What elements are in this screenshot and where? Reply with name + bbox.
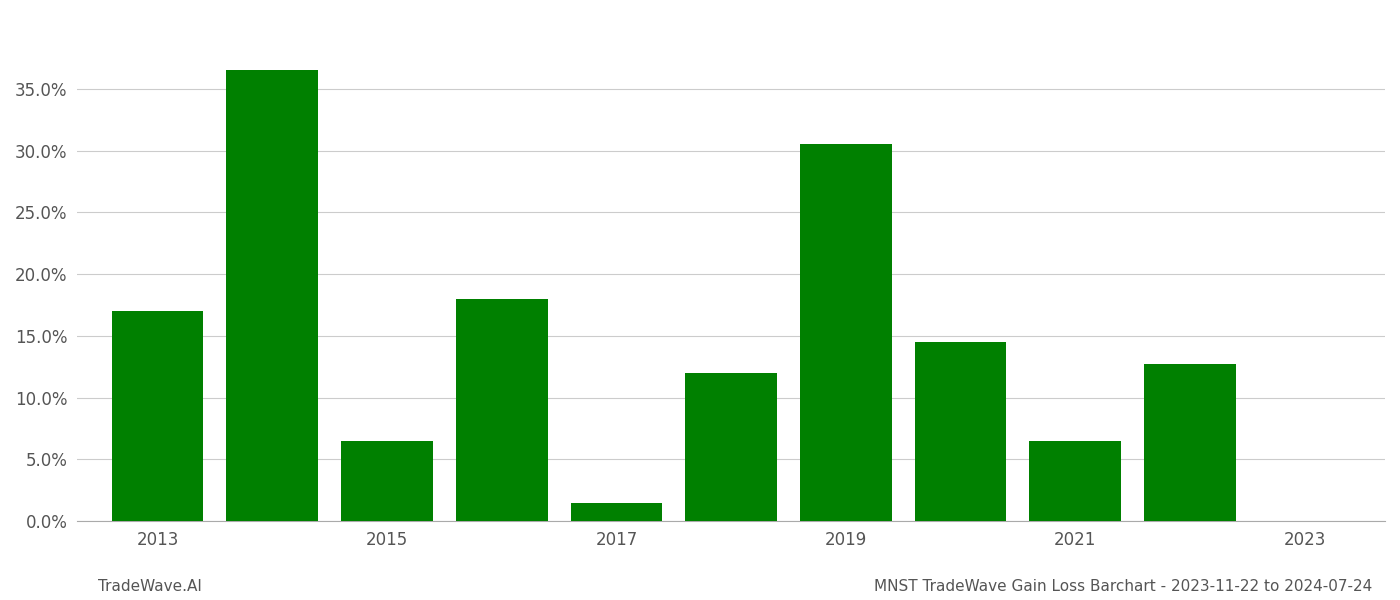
- Bar: [914, 342, 1007, 521]
- Text: TradeWave.AI: TradeWave.AI: [98, 579, 202, 594]
- Bar: [112, 311, 203, 521]
- Bar: [456, 299, 547, 521]
- Bar: [342, 441, 433, 521]
- Bar: [1144, 364, 1236, 521]
- Bar: [685, 373, 777, 521]
- Bar: [227, 70, 318, 521]
- Text: MNST TradeWave Gain Loss Barchart - 2023-11-22 to 2024-07-24: MNST TradeWave Gain Loss Barchart - 2023…: [874, 579, 1372, 594]
- Bar: [799, 145, 892, 521]
- Bar: [571, 503, 662, 521]
- Bar: [1029, 441, 1121, 521]
